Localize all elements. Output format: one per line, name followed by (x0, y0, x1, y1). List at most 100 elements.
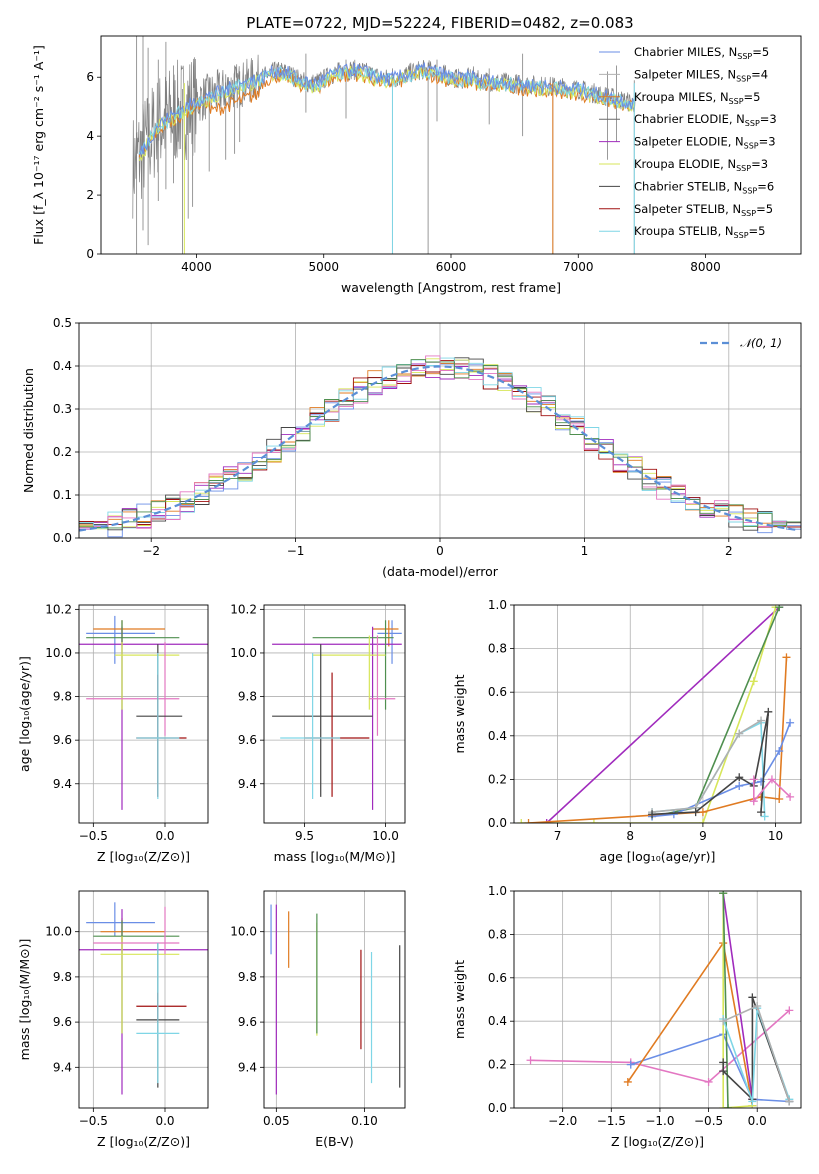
weight-marker (735, 773, 744, 782)
x-tick-label: −1.5 (597, 1114, 626, 1128)
weight-marker (786, 792, 795, 801)
y-tick-label: 0.0 (488, 1101, 507, 1115)
y-tick-label: 10.0 (230, 925, 257, 939)
axes-frame (78, 604, 209, 824)
weight-marker (704, 1077, 713, 1086)
plot-area (132, 36, 636, 254)
axes-frame (263, 890, 406, 1109)
y-tick-label: 0.0 (53, 531, 72, 545)
x-tick-label: −1.0 (645, 1114, 674, 1128)
weight-marker (691, 808, 700, 817)
legend-label: Kroupa STELIB, NSSP=5 (634, 224, 765, 240)
panel-residuals: −2 −1 0 1 2 0.0 0.1 0.2 0.3 0.4 0.5 (data-model)/er… (21, 316, 802, 579)
y-axis-label: mass weight (452, 674, 467, 753)
panel-age-vs-mass: 9.5 10.0 9.4 9.6 9.8 10.0 10.2 mass [log₁₀(M/M⊙… (230, 602, 406, 864)
weight-marker (517, 819, 526, 823)
figure-title: PLATE=0722, MJD=52224, FIBERID=0482, z=0… (246, 14, 633, 32)
y-axis-label: mass weight (452, 960, 467, 1039)
weight-line (521, 606, 777, 823)
legend-label: Kroupa MILES, NSSP=5 (634, 90, 760, 106)
panel-mass-vs-ebv: 0.05 0.10 9.4 9.6 9.8 10.0 E(B-V) (230, 890, 406, 1149)
weight-line (546, 606, 780, 823)
weight-marker (764, 707, 773, 716)
errorbar-point (280, 652, 341, 800)
weight-marker (749, 797, 758, 806)
y-tick-label: 1.0 (488, 598, 507, 612)
y-tick-label: 0.8 (488, 927, 507, 941)
weight-marker (735, 781, 744, 790)
legend-label: Chabrier STELIB, NSSP=6 (634, 179, 774, 195)
weight-series (719, 891, 733, 1108)
weight-marker (775, 605, 784, 612)
legend-label: 𝒩(0, 1) (740, 336, 782, 350)
spectrum-model-line (139, 62, 635, 155)
weight-line (630, 1033, 790, 1103)
y-tick-label: 0.4 (488, 1014, 507, 1028)
y-tick-label: 9.6 (53, 733, 72, 747)
x-tick-label: −2.0 (548, 1114, 577, 1128)
axes-frame (263, 604, 406, 824)
weight-marker (526, 1056, 535, 1065)
axes-frame (78, 890, 209, 1109)
panel-age-vs-z: −0.5 0.0 9.4 9.6 9.8 10.0 10.2 Z [log₁₀(Z/Z⊙)] a… (17, 602, 209, 864)
y-tick-label: 0.3 (53, 402, 72, 416)
x-tick-label: 2 (725, 544, 733, 558)
weight-marker (767, 775, 776, 784)
weight-marker (753, 1002, 762, 1011)
y-tick-label: 9.6 (53, 1015, 72, 1029)
weight-marker (698, 808, 707, 817)
x-tick-label: −0.5 (694, 1114, 723, 1128)
x-tick-label: 5000 (308, 260, 339, 274)
weight-marker (735, 729, 744, 738)
y-axis-label: mass [log₁₀(M/M⊙)] (17, 939, 32, 1061)
weight-marker (524, 819, 533, 823)
plot-area (272, 620, 402, 810)
x-tick-label: 0.10 (351, 1114, 378, 1128)
weight-marker (698, 819, 707, 823)
errorbar-point (369, 635, 396, 736)
axes-frame (513, 604, 802, 824)
x-tick-label: 0.0 (155, 1114, 174, 1128)
x-tick-label: 1 (581, 544, 589, 558)
y-tick-label: 0.5 (53, 316, 72, 330)
legend-label: Chabrier MILES, NSSP=5 (634, 45, 769, 61)
x-tick-label: 9.5 (295, 829, 314, 843)
y-tick-label: 0.2 (53, 445, 72, 459)
x-axis-label: wavelength [Angstrom, rest frame] (341, 280, 561, 295)
y-tick-label: 9.8 (53, 690, 72, 704)
axes-frame (100, 35, 802, 255)
errorbar-point (136, 652, 180, 800)
weight-marker (589, 819, 598, 823)
y-tick-label: 9.4 (53, 777, 72, 791)
x-axis-label: age [log₁₀(age/yr)] (600, 849, 716, 864)
y-tick-label: 10.2 (230, 602, 257, 616)
x-tick-label: 0.0 (155, 829, 174, 843)
panel-weight-vs-age: 7 8 9 10 0.0 0.2 0.4 0.6 0.8 1.0 age [log₁₀(age/yr… (452, 598, 802, 864)
y-tick-label: 9.8 (53, 970, 72, 984)
weight-marker (786, 718, 795, 727)
y-tick-label: 4 (86, 129, 94, 143)
weight-marker (748, 1097, 757, 1106)
errorbar-point (86, 642, 180, 736)
errorbar-point (377, 620, 402, 664)
y-tick-label: 0 (86, 247, 94, 261)
weight-marker (648, 810, 657, 819)
y-tick-label: 9.4 (53, 1060, 72, 1074)
x-tick-label: −2 (142, 544, 160, 558)
x-tick-label: 0.05 (263, 1114, 290, 1128)
weight-marker (719, 1067, 728, 1076)
y-axis-label: Normed distribution (21, 368, 36, 493)
y-tick-label: 0.2 (488, 772, 507, 786)
plot-area (517, 605, 795, 823)
x-tick-label: −0.5 (79, 1114, 108, 1128)
y-tick-label: 9.4 (238, 1060, 257, 1074)
x-axis-label: E(B-V) (315, 1134, 354, 1149)
plot-area (79, 615, 208, 810)
weight-line (530, 1009, 790, 1083)
y-tick-label: 2 (86, 188, 94, 202)
y-tick-label: 0.2 (488, 1058, 507, 1072)
y-tick-label: 9.4 (238, 777, 257, 791)
x-tick-label: 0 (436, 544, 444, 558)
normal-reference-curve (79, 365, 799, 532)
weight-series (524, 653, 791, 823)
